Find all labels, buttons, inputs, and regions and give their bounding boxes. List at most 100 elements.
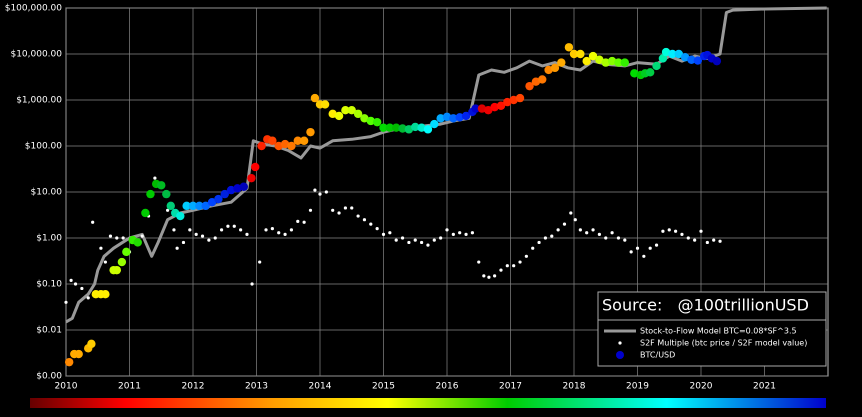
price-dot bbox=[112, 265, 122, 275]
multiple-dot bbox=[375, 227, 379, 231]
price-dot bbox=[652, 61, 661, 71]
price-dot bbox=[525, 81, 534, 91]
price-dot bbox=[257, 141, 266, 151]
y-tick-label: $10.00 bbox=[31, 188, 63, 198]
y-tick-label: $0.00 bbox=[36, 372, 62, 382]
price-dot bbox=[287, 141, 296, 151]
multiple-dot bbox=[283, 232, 287, 236]
multiple-dot bbox=[654, 243, 659, 247]
multiple-dot bbox=[604, 236, 608, 240]
price-dot bbox=[188, 201, 198, 211]
multiple-dot bbox=[64, 300, 68, 304]
s2f-line bbox=[65, 6, 827, 324]
price-dot bbox=[117, 257, 127, 267]
multiple-dot bbox=[277, 231, 281, 235]
price-dot bbox=[385, 123, 395, 132]
price-dot bbox=[646, 68, 655, 77]
price-dot bbox=[122, 247, 131, 257]
multiple-dot bbox=[343, 206, 347, 210]
price-dot bbox=[569, 49, 579, 59]
multiple-dot bbox=[531, 246, 535, 250]
multiple-dot bbox=[394, 238, 398, 242]
multiple-dot bbox=[667, 228, 671, 232]
price-dot bbox=[515, 93, 525, 103]
price-dot bbox=[372, 117, 382, 127]
price-dot bbox=[661, 47, 671, 57]
price-dot bbox=[588, 51, 598, 61]
multiple-dot bbox=[250, 282, 254, 286]
multiple-dot bbox=[616, 236, 621, 240]
legend-box bbox=[597, 291, 827, 367]
x-tick-label: 2011 bbox=[118, 382, 141, 392]
price-dot bbox=[157, 181, 166, 190]
price-dot bbox=[268, 136, 277, 145]
price-dot bbox=[582, 56, 591, 66]
y-tick-label: $10,000.00 bbox=[10, 50, 62, 60]
price-dot bbox=[226, 185, 236, 195]
multiple-dot bbox=[207, 238, 211, 242]
multiple-dot bbox=[493, 274, 497, 278]
multiple-dot bbox=[445, 228, 449, 232]
price-dot bbox=[146, 189, 155, 199]
multiple-dot bbox=[103, 260, 107, 264]
multiple-dot bbox=[562, 222, 567, 226]
price-dot bbox=[455, 113, 464, 122]
legend-swatch bbox=[616, 351, 624, 359]
multiple-dot bbox=[597, 232, 602, 236]
price-dot bbox=[404, 125, 414, 134]
price-dot bbox=[430, 119, 439, 129]
legend-label: Stock-to-Flow Model BTC=0.08*SF^3.5 bbox=[640, 327, 797, 336]
multiple-dot bbox=[407, 240, 411, 245]
multiple-dot bbox=[324, 190, 328, 194]
multiple-dot bbox=[400, 236, 405, 240]
price-dot bbox=[360, 114, 369, 123]
price-dot bbox=[280, 139, 290, 149]
multiple-dot bbox=[550, 234, 554, 238]
multiple-dot bbox=[369, 222, 373, 226]
multiple-dot bbox=[674, 229, 678, 233]
multiple-dot bbox=[356, 214, 360, 218]
multiple-dot bbox=[623, 238, 627, 242]
price-dot bbox=[538, 75, 547, 84]
multiple-dot bbox=[629, 250, 633, 254]
x-tick-label: 2016 bbox=[436, 382, 459, 392]
legend-label: S2F Multiple (btc price / S2F model valu… bbox=[640, 339, 807, 348]
price-dot bbox=[299, 136, 309, 145]
legend-swatch bbox=[618, 341, 622, 345]
x-tick-label: 2019 bbox=[626, 382, 649, 392]
price-dot bbox=[101, 290, 110, 299]
price-dot bbox=[712, 56, 722, 66]
price-dot bbox=[509, 95, 518, 105]
multiple-dot bbox=[200, 234, 205, 238]
y-tick-label: $0.10 bbox=[36, 280, 62, 290]
multiple-dot bbox=[693, 238, 697, 242]
multiple-dot bbox=[648, 246, 652, 250]
multiple-dot bbox=[524, 254, 528, 258]
price-dot bbox=[247, 173, 256, 183]
multiple-dot bbox=[505, 264, 509, 268]
price-dot bbox=[461, 111, 471, 121]
multiple-dot bbox=[239, 228, 243, 232]
price-dot bbox=[607, 56, 617, 66]
price-dot bbox=[614, 58, 623, 67]
price-dot bbox=[310, 93, 320, 103]
price-dot bbox=[74, 349, 83, 359]
multiple-dot bbox=[439, 236, 443, 240]
y-tick-label: $100,000.00 bbox=[5, 4, 63, 14]
price-dot bbox=[490, 102, 499, 112]
multiple-dot bbox=[458, 231, 462, 235]
price-dot bbox=[595, 55, 604, 64]
multiple-dot bbox=[264, 228, 268, 232]
multiple-dot bbox=[686, 236, 690, 240]
price-dot bbox=[162, 189, 171, 199]
price-dot bbox=[392, 123, 401, 132]
multiple-dot bbox=[635, 246, 640, 250]
multiple-dot bbox=[362, 218, 367, 222]
multiple-dot bbox=[569, 211, 573, 215]
x-tick-label: 2020 bbox=[690, 382, 713, 392]
legend: Source: @100trillionUSD Stock-to-Flow Mo… bbox=[597, 291, 827, 367]
price-dot bbox=[64, 357, 74, 367]
price-dot bbox=[601, 58, 610, 67]
multiple-dot bbox=[705, 240, 709, 245]
